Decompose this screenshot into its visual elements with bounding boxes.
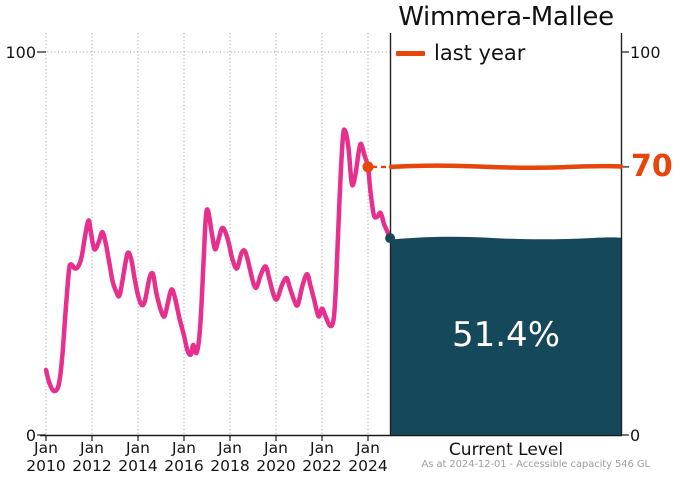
last-year-value-label: 70 [631,149,673,184]
y-axis-left-bottom-label: 0 [25,426,36,445]
x-tick-label: Jan 2016 [164,439,204,475]
current-level-percent: 51.4% [451,315,560,355]
water-fill [390,236,622,435]
x-tick-label: Jan 2014 [118,439,158,475]
x-tick-label: Jan 2010 [26,439,66,475]
y-axis-left-top-label: 100 [5,43,36,62]
history-line [43,127,393,394]
x-tick-label: Jan 2012 [72,439,112,475]
y-axis-right-top-label: 100 [630,43,661,62]
as-at-footnote: As at 2024-12-01 - Accessible capacity 5… [421,459,651,470]
x-tick-label: Jan 2022 [302,439,342,475]
legend-label: last year [434,41,526,65]
x-tick-label: Jan 2020 [256,439,296,475]
last-year-line [388,163,624,171]
x-tick-label: Jan 2024 [348,439,388,475]
page-title: Wimmera-Mallee [398,2,614,32]
last-year-line-swatch [396,51,425,57]
current-level-caption: Current Level [448,440,564,460]
x-tick-label: Jan 2018 [210,439,250,475]
current-level-marker [385,233,396,244]
y-axis-right-bottom-label: 0 [630,426,641,445]
last-year-marker [362,161,374,173]
legend-last-year[interactable]: last year [396,41,526,65]
